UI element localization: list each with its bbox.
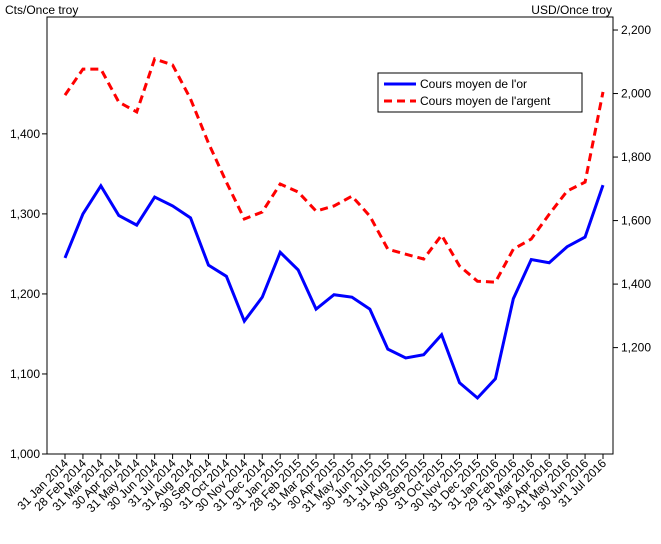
- y-tick-label: 1,100: [10, 367, 40, 381]
- plot-frame: [46, 16, 614, 455]
- legend: Cours moyen de l'or Cours moyen de l'arge…: [377, 72, 583, 113]
- y-axis-label: Cts/Once troy: [5, 3, 78, 17]
- line-series: [63, 57, 605, 284]
- y2-tick-label: 1,400: [621, 277, 651, 291]
- legend-label: Cours moyen de l'argent: [420, 94, 551, 108]
- y2-tick-label: 2,000: [621, 87, 651, 101]
- y-tick-label: 1,000: [10, 447, 40, 461]
- y2-tick-label: 1,800: [621, 150, 651, 164]
- y2-tick-label: 1,200: [621, 341, 651, 355]
- y2-tick-label: 2,200: [621, 23, 651, 37]
- y2-tick-label: 1,600: [621, 214, 651, 228]
- y-tick-label: 1,400: [10, 127, 40, 141]
- line-series: [63, 183, 605, 401]
- legend-label: Cours moyen de l'or: [420, 77, 527, 91]
- y2-axis-label: USD/Once troy: [531, 3, 612, 17]
- legend-box: [377, 72, 583, 113]
- y-tick-label: 1,300: [10, 207, 40, 221]
- y-tick-label: 1,200: [10, 287, 40, 301]
